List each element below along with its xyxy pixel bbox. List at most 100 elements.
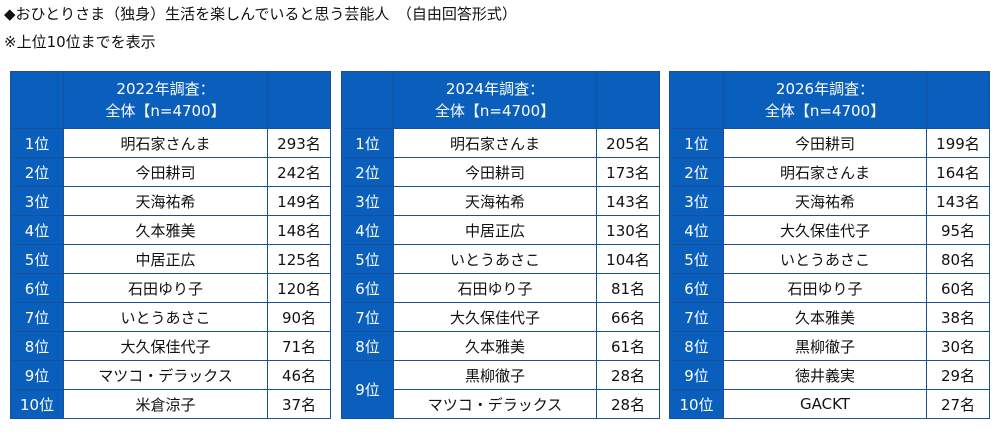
- count-cell: 30名: [926, 331, 990, 361]
- sample-size-label: 全体【n=4700】: [764, 102, 886, 120]
- name-cell: 大久保佳代子: [63, 331, 268, 361]
- count-cell: 28名: [596, 389, 660, 419]
- rank-cell: 9位: [10, 360, 64, 390]
- count-cell: 130名: [596, 215, 660, 245]
- name-cell: 石田ゆり子: [723, 273, 927, 303]
- header-count-cell: [926, 71, 990, 129]
- table-header-row: 2024年調査： 全体【n=4700】: [341, 71, 660, 129]
- name-cell: 久本雅美: [723, 302, 927, 332]
- name-cell: 黒柳徹子: [723, 331, 927, 361]
- table-row: 2位 今田耕司 173名: [341, 157, 660, 187]
- rank-cell: 10位: [10, 389, 64, 419]
- ranking-table: 2022年調査： 全体【n=4700】 1位 明石家さんま 293名 2位 今田耕司 24…: [10, 71, 331, 419]
- name-cell: マツコ・デラックス: [63, 360, 268, 390]
- table-row: 10位 米倉涼子 37名: [10, 389, 331, 419]
- count-cell: 27名: [926, 389, 990, 419]
- table-row: 1位 今田耕司 199名: [669, 128, 990, 158]
- rank-cell: 8位: [10, 331, 64, 361]
- header-rank-cell: [10, 71, 64, 129]
- count-cell: 125名: [267, 244, 331, 274]
- count-cell: 90名: [267, 302, 331, 332]
- name-cell: 久本雅美: [63, 215, 268, 245]
- name-cell: 天海祐希: [63, 186, 268, 216]
- name-cell: 天海祐希: [723, 186, 927, 216]
- rank-cell: 6位: [669, 273, 724, 303]
- table-row: 7位 いとうあさこ 90名: [10, 302, 331, 332]
- table-header-row: 2026年調査： 全体【n=4700】: [669, 71, 990, 129]
- count-cell: 293名: [267, 128, 331, 158]
- count-cell: 205名: [596, 128, 660, 158]
- header-count-cell: [596, 71, 660, 129]
- table-row: 8位 大久保佳代子 71名: [10, 331, 331, 361]
- header-rank-cell: [341, 71, 394, 129]
- rank-cell: 4位: [669, 215, 724, 245]
- table-row: 5位 いとうあさこ 104名: [341, 244, 660, 274]
- count-cell: 143名: [926, 186, 990, 216]
- name-cell: 明石家さんま: [63, 128, 268, 158]
- name-cell: 久本雅美: [393, 331, 597, 361]
- name-cell: 米倉涼子: [63, 389, 268, 419]
- table-row: 6位 石田ゆり子 60名: [669, 273, 990, 303]
- name-cell: 石田ゆり子: [393, 273, 597, 303]
- table-row: 2位 明石家さんま 164名: [669, 157, 990, 187]
- rank-cell: 2位: [10, 157, 64, 187]
- rank-cell: 5位: [341, 244, 394, 274]
- rank-cell: 4位: [341, 215, 394, 245]
- sample-size-label: 全体【n=4700】: [434, 102, 556, 120]
- rank-cell: 8位: [341, 331, 394, 361]
- rank-cell: 7位: [341, 302, 394, 332]
- rank-cell: 3位: [669, 186, 724, 216]
- table-row: 3位 天海祐希 143名: [669, 186, 990, 216]
- header-survey-cell: 2026年調査： 全体【n=4700】: [723, 71, 927, 129]
- survey-year-label: 2024年調査：: [445, 80, 545, 98]
- count-cell: 81名: [596, 273, 660, 303]
- count-cell: 95名: [926, 215, 990, 245]
- ranking-panel-2024: 2024年調査： 全体【n=4700】 1位 明石家さんま 205名 2位 今田耕司 17…: [341, 71, 660, 419]
- count-cell: 29名: [926, 360, 990, 390]
- count-cell: 38名: [926, 302, 990, 332]
- table-row: 2位 今田耕司 242名: [10, 157, 331, 187]
- table-row: 4位 大久保佳代子 95名: [669, 215, 990, 245]
- count-cell: 149名: [267, 186, 331, 216]
- page-note: ※上位10位までを表示: [4, 33, 156, 51]
- count-cell: 173名: [596, 157, 660, 187]
- count-cell: 120名: [267, 273, 331, 303]
- rank-cell: 4位: [10, 215, 64, 245]
- name-cell: いとうあさこ: [393, 244, 597, 274]
- count-cell: 37名: [267, 389, 331, 419]
- rank-cell: 7位: [669, 302, 724, 332]
- name-cell: 天海祐希: [393, 186, 597, 216]
- count-cell: 199名: [926, 128, 990, 158]
- table-row: 7位 久本雅美 38名: [669, 302, 990, 332]
- table-row: 5位 中居正広 125名: [10, 244, 331, 274]
- rank-cell: 6位: [341, 273, 394, 303]
- survey-year-label: 2022年調査：: [116, 80, 215, 98]
- table-row: 5位 いとうあさこ 80名: [669, 244, 990, 274]
- table-row: 1位 明石家さんま 205名: [341, 128, 660, 158]
- name-cell: マツコ・デラックス: [393, 389, 597, 419]
- name-cell: 中居正広: [393, 215, 597, 245]
- rank-cell: 1位: [10, 128, 64, 158]
- rank-cell: 1位: [669, 128, 724, 158]
- survey-year-label: 2026年調査：: [775, 80, 875, 98]
- name-cell: 中居正広: [63, 244, 268, 274]
- table-row: 1位 明石家さんま 293名: [10, 128, 331, 158]
- rank-cell: 7位: [10, 302, 64, 332]
- name-cell: いとうあさこ: [63, 302, 268, 332]
- table-row: 4位 中居正広 130名: [341, 215, 660, 245]
- rank-cell: 3位: [10, 186, 64, 216]
- rank-cell: 5位: [10, 244, 64, 274]
- ranking-panel-2026: 2026年調査： 全体【n=4700】 1位 今田耕司 199名 2位 明石家さんま 16…: [669, 71, 990, 419]
- rank-cell: 3位: [341, 186, 394, 216]
- sample-size-label: 全体【n=4700】: [105, 102, 226, 120]
- rank-cell: 9位: [341, 360, 394, 419]
- count-cell: 66名: [596, 302, 660, 332]
- name-cell: いとうあさこ: [723, 244, 927, 274]
- count-cell: 60名: [926, 273, 990, 303]
- count-cell: 104名: [596, 244, 660, 274]
- table-row: 10位 GACKT 27名: [669, 389, 990, 419]
- table-row: 9位 マツコ・デラックス 46名: [10, 360, 331, 390]
- rank-cell: 9位: [669, 360, 724, 390]
- table-row: 8位 久本雅美 61名: [341, 331, 660, 361]
- page-title: ◆おひとりさま（独身）生活を楽しんでいると思う芸能人 （自由回答形式）: [4, 5, 517, 23]
